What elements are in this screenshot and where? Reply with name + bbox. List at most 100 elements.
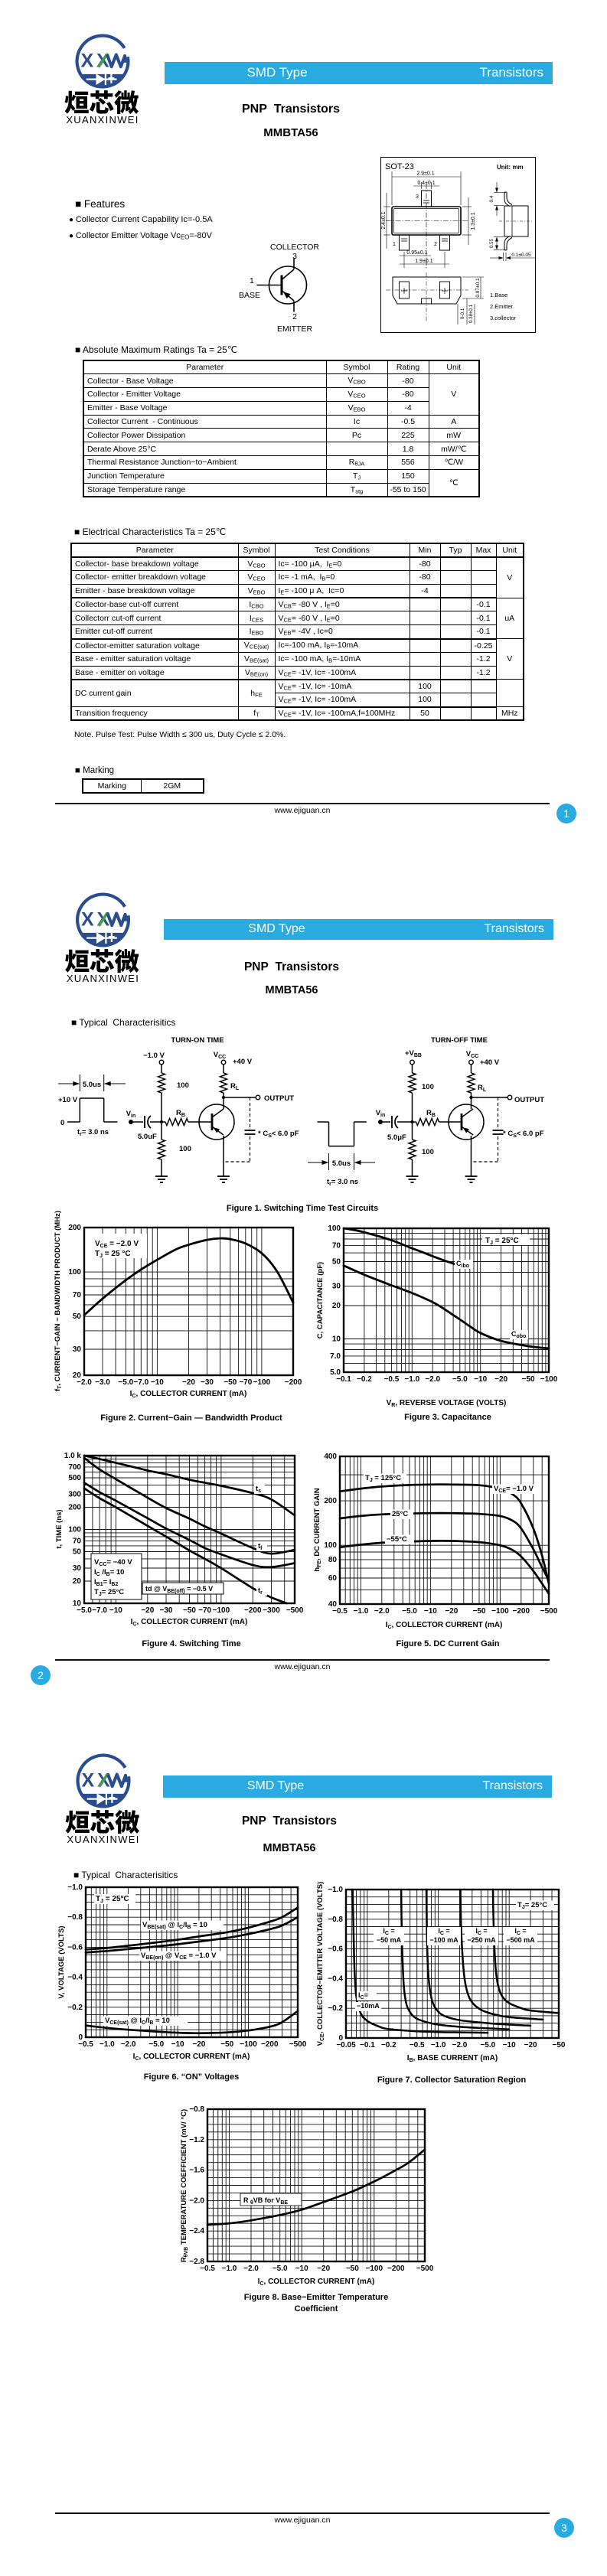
svg-text:10: 10 [332, 1335, 341, 1344]
svg-text:−1.0: −1.0 [431, 2041, 446, 2049]
svg-text:−20: −20 [524, 2041, 537, 2049]
svg-text:* CS< 6.0 pF: * CS< 6.0 pF [503, 1130, 544, 1139]
svg-text:−10: −10 [151, 1378, 164, 1387]
svg-text:0.4±0.1: 0.4±0.1 [417, 181, 435, 186]
svg-text:1.9±0.1: 1.9±0.1 [415, 259, 432, 264]
svg-text:0: 0 [60, 1119, 64, 1127]
svg-text:70: 70 [73, 1291, 82, 1299]
svg-text:−5.0: −5.0 [480, 2041, 495, 2049]
svg-text:20: 20 [73, 1371, 82, 1380]
svg-text:td @ VBE(off) = −0.5 V: td @ VBE(off) = −0.5 V [145, 1585, 213, 1594]
svg-text:−100: −100 [253, 1378, 271, 1387]
svg-text:200: 200 [324, 1497, 337, 1505]
svg-text:VCC: VCC [466, 1050, 478, 1059]
svg-text:−0.8: −0.8 [189, 2105, 204, 2114]
svg-text:−0.8: −0.8 [328, 1916, 343, 1924]
svg-text:tr= 3.0 ns: tr= 3.0 ns [327, 1178, 358, 1187]
svg-text:−20: −20 [192, 2040, 205, 2049]
svg-text:−2.0: −2.0 [189, 2196, 204, 2205]
svg-text:TURN-ON TIME: TURN-ON TIME [171, 1036, 224, 1045]
svg-text:1.3±0.1: 1.3±0.1 [471, 212, 476, 230]
svg-text:IC /IB= 10: IC /IB= 10 [94, 1568, 124, 1577]
svg-text:OUTPUT: OUTPUT [264, 1094, 294, 1103]
svg-text:t, TIME (ns): t, TIME (ns) [55, 1509, 64, 1548]
svg-text:−50: −50 [473, 1607, 486, 1616]
svg-text:−0.6: −0.6 [67, 1943, 83, 1952]
svg-text:−2.0: −2.0 [452, 2041, 468, 2049]
svg-text:IC, COLLECTOR CURRENT (mA): IC, COLLECTOR CURRENT (mA) [133, 2053, 250, 2062]
svg-text:−0.5: −0.5 [410, 2041, 425, 2049]
svg-text:50: 50 [73, 1548, 82, 1557]
svg-text:+10 V: +10 V [58, 1096, 78, 1104]
svg-text:TJ= 25°C: TJ= 25°C [517, 1901, 547, 1910]
svg-text:0.1±0.05: 0.1±0.05 [511, 253, 531, 258]
svg-text:100: 100 [324, 1541, 337, 1550]
svg-text:3: 3 [416, 194, 419, 200]
svg-text:−0.2: −0.2 [381, 2041, 397, 2049]
svg-text:−500: −500 [286, 1606, 304, 1615]
svg-text:0.4: 0.4 [489, 195, 494, 202]
svg-text:IC, COLLECTOR CURRENT (mA): IC, COLLECTOR CURRENT (mA) [386, 1621, 503, 1630]
svg-text:IC, COLLECTOR CURRENT (mA): IC, COLLECTOR CURRENT (mA) [130, 1390, 247, 1399]
svg-text:X: X [80, 51, 93, 72]
svg-text:−200: −200 [261, 2040, 279, 2049]
svg-text:−5.0: −5.0 [272, 2265, 288, 2273]
svg-text:−0.4: −0.4 [67, 1974, 83, 1982]
svg-text:1: 1 [393, 242, 396, 247]
svg-text:−10: −10 [171, 2040, 184, 2049]
svg-text:7.0: 7.0 [330, 1352, 341, 1361]
svg-text:−1.0: −1.0 [100, 2040, 115, 2049]
svg-text:0: 0 [78, 2033, 83, 2042]
svg-text:500: 500 [68, 1474, 81, 1482]
svg-text:−20: −20 [141, 1606, 154, 1615]
svg-text:X: X [81, 909, 94, 931]
svg-text:10: 10 [73, 1599, 82, 1608]
svg-text:OUTPUT: OUTPUT [514, 1096, 544, 1104]
svg-text:−0.1: −0.1 [336, 1375, 351, 1384]
svg-text:−0.5: −0.5 [200, 2265, 215, 2273]
svg-text:−250 mA: −250 mA [467, 1936, 496, 1944]
svg-text:hFE, DC CURRENT GAIN: hFE, DC CURRENT GAIN [313, 1488, 322, 1571]
svg-text:0.95±0.1: 0.95±0.1 [406, 250, 427, 256]
svg-text:−5.0: −5.0 [148, 2040, 164, 2049]
svg-text:0.55: 0.55 [489, 238, 494, 248]
svg-text:−0.5: −0.5 [384, 1375, 400, 1384]
svg-text:−20: −20 [445, 1607, 458, 1616]
svg-text:−100: −100 [240, 2040, 257, 2049]
svg-text:−50: −50 [522, 1375, 535, 1384]
svg-text:100: 100 [177, 1081, 189, 1090]
svg-text:−55°C: −55°C [387, 1535, 407, 1544]
svg-text:700: 700 [68, 1463, 81, 1472]
svg-text:2.Emitter: 2.Emitter [490, 303, 514, 310]
svg-text:−500: −500 [540, 1607, 558, 1616]
svg-text:VR, REVERSE VOLTAGE (VOLTS): VR, REVERSE VOLTAGE (VOLTS) [387, 1399, 507, 1408]
svg-text:−50 mA: −50 mA [377, 1936, 402, 1944]
svg-text:−0.8: −0.8 [67, 1913, 83, 1922]
svg-text:+VBB: +VBB [405, 1049, 422, 1058]
svg-text:V, VOLTAGE (VOLTS): V, VOLTAGE (VOLTS) [57, 1925, 66, 1998]
svg-text:−500 mA: −500 mA [506, 1936, 535, 1944]
svg-text:−200: −200 [285, 1378, 302, 1387]
svg-text:IB, BASE CURRENT (mA): IB, BASE CURRENT (mA) [407, 2054, 498, 2063]
svg-text:0-0.1: 0-0.1 [460, 308, 465, 319]
svg-text:TJ = 25°C: TJ = 25°C [96, 1895, 129, 1904]
svg-text:30: 30 [73, 1564, 82, 1573]
svg-text:100: 100 [68, 1526, 81, 1534]
svg-text:−10: −10 [109, 1606, 122, 1615]
svg-text:−0.1: −0.1 [360, 2041, 375, 2049]
svg-text:RB: RB [426, 1109, 436, 1118]
svg-text:25°C: 25°C [392, 1510, 408, 1518]
svg-text:−2.4: −2.4 [189, 2227, 204, 2235]
svg-text:100: 100 [68, 1268, 81, 1277]
svg-text:60: 60 [328, 1574, 338, 1583]
svg-text:300: 300 [68, 1491, 81, 1499]
svg-text:−50: −50 [220, 2040, 233, 2049]
svg-text:−10: −10 [295, 2265, 308, 2273]
svg-text:TJ = 25°C: TJ = 25°C [485, 1237, 519, 1246]
svg-text:1.Base: 1.Base [490, 292, 507, 298]
svg-text:−20: −20 [182, 1378, 195, 1387]
svg-text:20: 20 [332, 1302, 341, 1310]
svg-text:−0.6: −0.6 [328, 1945, 343, 1954]
svg-text:0.97±0.1: 0.97±0.1 [475, 278, 481, 298]
svg-text:−2.0: −2.0 [121, 2040, 136, 2049]
